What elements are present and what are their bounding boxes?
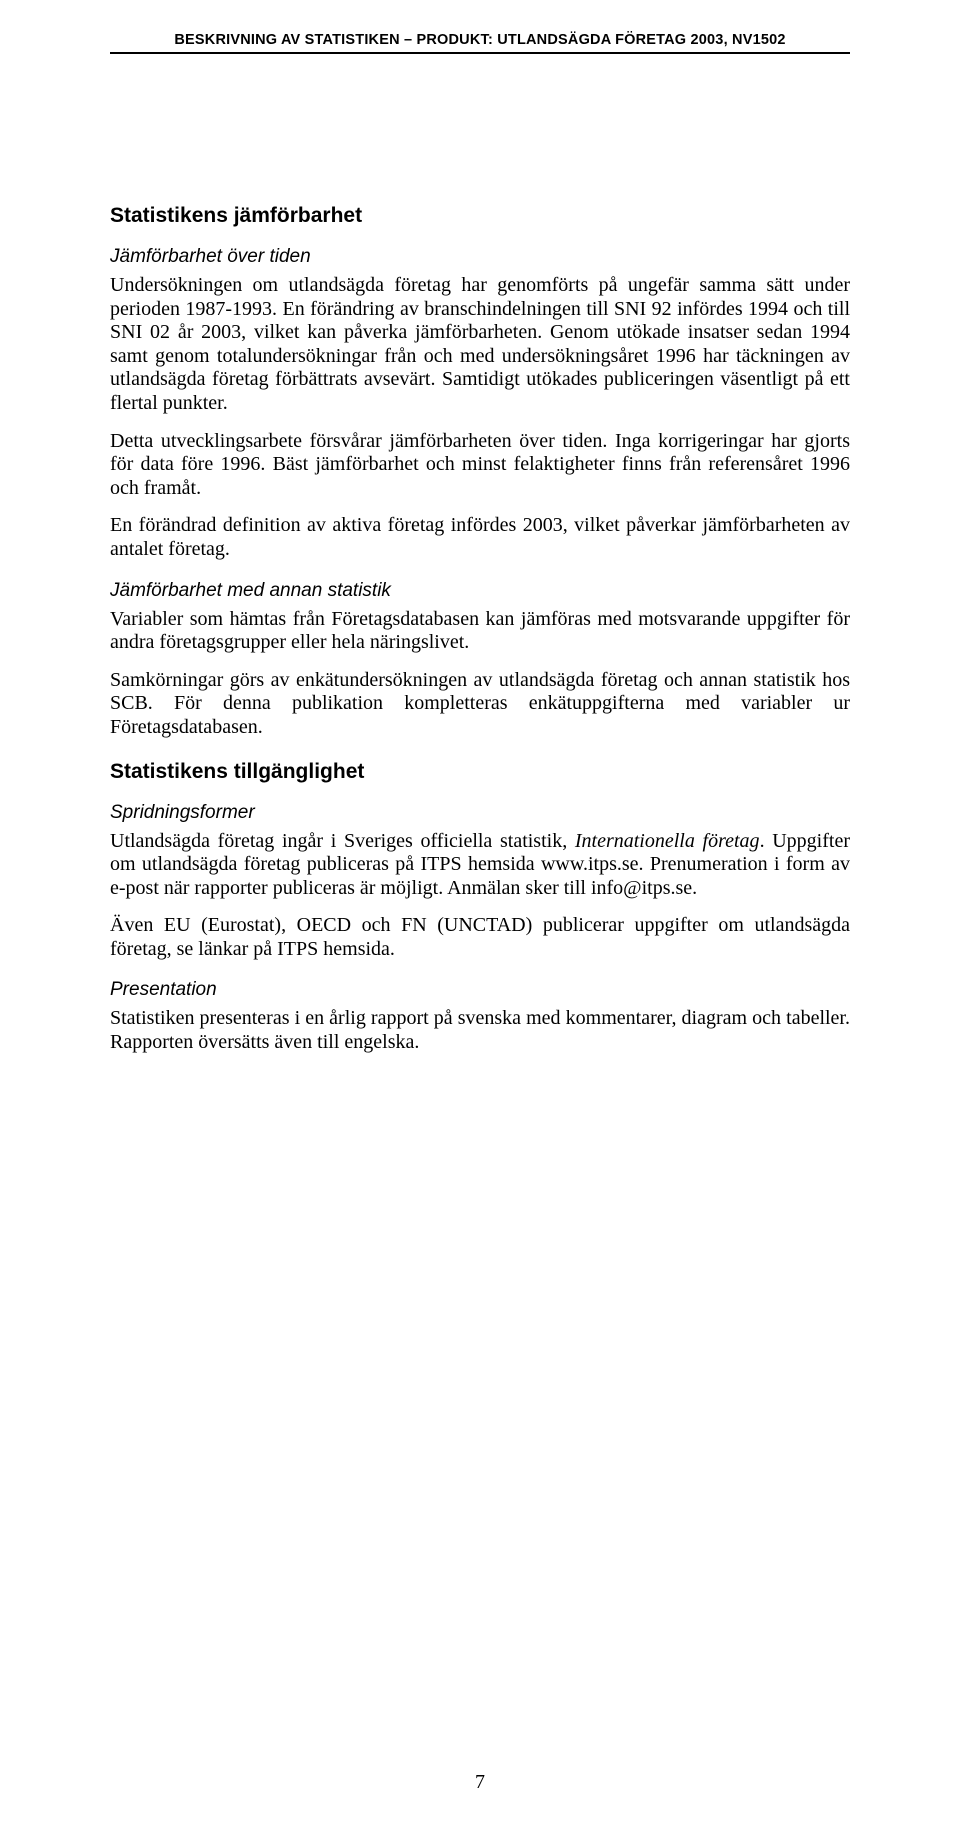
body-paragraph: Undersökningen om utlandsägda företag ha…: [110, 274, 850, 416]
page-number: 7: [0, 1771, 960, 1794]
body-paragraph: Variabler som hämtas från Företagsdataba…: [110, 608, 850, 655]
section-heading: Statistikens jämförbarhet: [110, 204, 850, 228]
body-paragraph: Detta utvecklingsarbete försvårar jämför…: [110, 430, 850, 501]
body-paragraph: En förändrad definition av aktiva företa…: [110, 514, 850, 561]
subsection-heading: Jämförbarhet med annan statistik: [110, 580, 850, 602]
body-paragraph: Samkörningar görs av enkätundersökningen…: [110, 669, 850, 740]
subsection-heading: Spridningsformer: [110, 802, 850, 824]
page-content: Statistikens jämförbarhet Jämförbarhet ö…: [110, 204, 850, 1055]
page-header: BESKRIVNING AV STATISTIKEN – PRODUKT: UT…: [110, 32, 850, 54]
document-page: BESKRIVNING AV STATISTIKEN – PRODUKT: UT…: [0, 0, 960, 1834]
section-heading: Statistikens tillgänglighet: [110, 760, 850, 784]
subsection-heading: Jämförbarhet över tiden: [110, 246, 850, 268]
subsection-heading: Presentation: [110, 979, 850, 1001]
body-paragraph: Statistiken presenteras i en årlig rappo…: [110, 1007, 850, 1054]
body-paragraph: Utlandsägda företag ingår i Sveriges off…: [110, 830, 850, 901]
italic-text: Internationella företag: [575, 830, 760, 852]
body-paragraph: Även EU (Eurostat), OECD och FN (UNCTAD)…: [110, 914, 850, 961]
text-span: Utlandsägda företag ingår i Sveriges off…: [110, 830, 575, 852]
